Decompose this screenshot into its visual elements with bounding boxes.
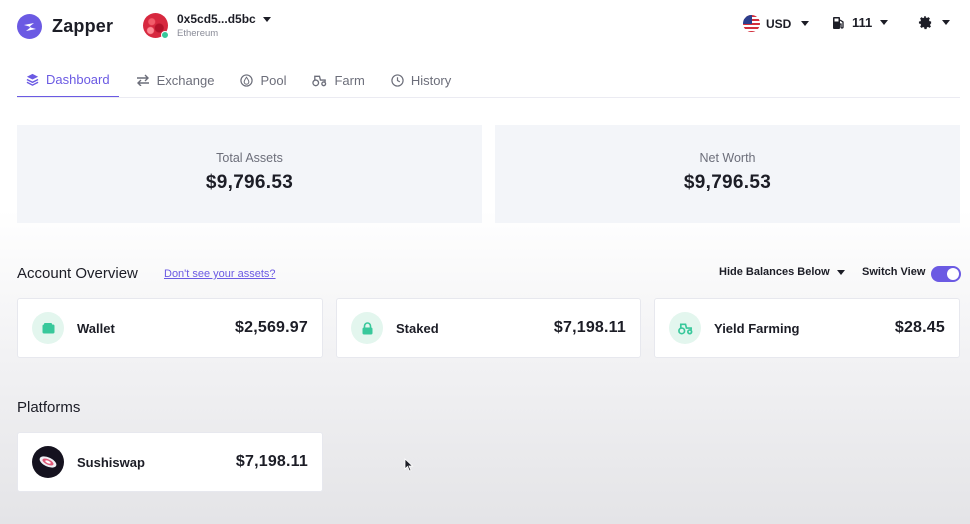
- tab-label: History: [410, 72, 452, 88]
- chevron-down-icon: [262, 16, 271, 22]
- gear-icon: [918, 15, 932, 30]
- card-value: $7,198.11: [553, 319, 626, 336]
- gas-selector[interactable]: 111: [832, 15, 889, 30]
- top-header: Zapper 0x5cd5...d5bc Ethereum USD 111: [0, 0, 970, 52]
- tab-dashboard[interactable]: Dashboard: [17, 62, 119, 98]
- clock-icon: [391, 73, 404, 87]
- account-selector[interactable]: 0x5cd5...d5bc Ethereum: [143, 12, 271, 40]
- sushiswap-card[interactable]: Sushiswap $7,198.11: [17, 432, 323, 492]
- total-assets-label: Total Assets: [216, 151, 283, 165]
- swap-icon: [136, 74, 149, 86]
- droplet-icon: [240, 73, 254, 87]
- currency-selector[interactable]: USD: [743, 15, 810, 32]
- total-assets-value: $9,796.53: [205, 172, 294, 193]
- zapper-logo-icon: [17, 14, 42, 39]
- tab-label: Farm: [334, 72, 365, 88]
- yield-farming-card[interactable]: Yield Farming $28.45: [654, 298, 960, 358]
- card-label: Yield Farming: [714, 320, 800, 336]
- card-value: $2,569.97: [235, 319, 308, 336]
- hide-balances-label: Hide Balances Below: [719, 266, 830, 278]
- account-overview-title: Account Overview: [17, 265, 138, 282]
- app-logo[interactable]: Zapper: [17, 14, 113, 39]
- tab-history[interactable]: History: [382, 62, 460, 98]
- tab-farm[interactable]: Farm: [303, 62, 373, 98]
- tabs-divider: [17, 97, 960, 98]
- tab-exchange[interactable]: Exchange: [127, 62, 224, 98]
- platforms-title: Platforms: [17, 399, 81, 416]
- app-name: Zapper: [52, 16, 114, 36]
- gas-pump-icon: [833, 16, 844, 29]
- tractor-icon: [312, 75, 327, 86]
- toggle-knob: [947, 268, 959, 280]
- account-network: Ethereum: [177, 28, 219, 39]
- card-value: $28.45: [894, 319, 945, 336]
- layers-icon: [26, 73, 39, 86]
- platform-name: Sushiswap: [77, 454, 145, 470]
- gas-price: 111: [852, 15, 873, 30]
- missing-assets-link[interactable]: Don't see your assets?: [164, 268, 276, 280]
- net-worth-value: $9,796.53: [683, 172, 772, 193]
- mouse-cursor-icon: [404, 458, 414, 472]
- tab-pool[interactable]: Pool: [231, 62, 295, 98]
- tab-label: Exchange: [156, 72, 215, 88]
- net-worth-label: Net Worth: [699, 151, 756, 165]
- hide-balances-dropdown[interactable]: Hide Balances Below: [719, 266, 845, 278]
- net-worth-panel: Net Worth $9,796.53: [495, 125, 960, 223]
- sushiswap-logo-icon: [32, 446, 64, 478]
- chevron-down-icon: [880, 20, 889, 25]
- total-assets-panel: Total Assets $9,796.53: [17, 125, 482, 223]
- tab-label: Pool: [260, 72, 287, 88]
- platform-value: $7,198.11: [235, 453, 308, 470]
- wallet-card[interactable]: Wallet $2,569.97: [17, 298, 323, 358]
- wallet-icon: [32, 312, 64, 344]
- card-label: Wallet: [77, 320, 115, 336]
- settings-menu[interactable]: [918, 15, 950, 30]
- switch-view-toggle[interactable]: [931, 266, 961, 282]
- us-flag-icon: [743, 15, 760, 32]
- staked-card[interactable]: Staked $7,198.11: [336, 298, 641, 358]
- card-label: Staked: [396, 320, 439, 336]
- lock-icon: [351, 312, 383, 344]
- currency-label: USD: [766, 16, 792, 31]
- account-address: 0x5cd5...d5bc: [177, 12, 256, 26]
- chevron-down-icon: [801, 21, 810, 26]
- avatar: [143, 13, 169, 40]
- chevron-down-icon: [942, 20, 950, 25]
- main-tabs: Dashboard Exchange Pool Farm History: [17, 62, 468, 98]
- chevron-down-icon: [836, 269, 845, 275]
- connected-status-dot: [161, 31, 169, 40]
- tractor-icon: [669, 312, 701, 344]
- tab-label: Dashboard: [46, 71, 110, 87]
- switch-view-label: Switch View: [862, 266, 926, 278]
